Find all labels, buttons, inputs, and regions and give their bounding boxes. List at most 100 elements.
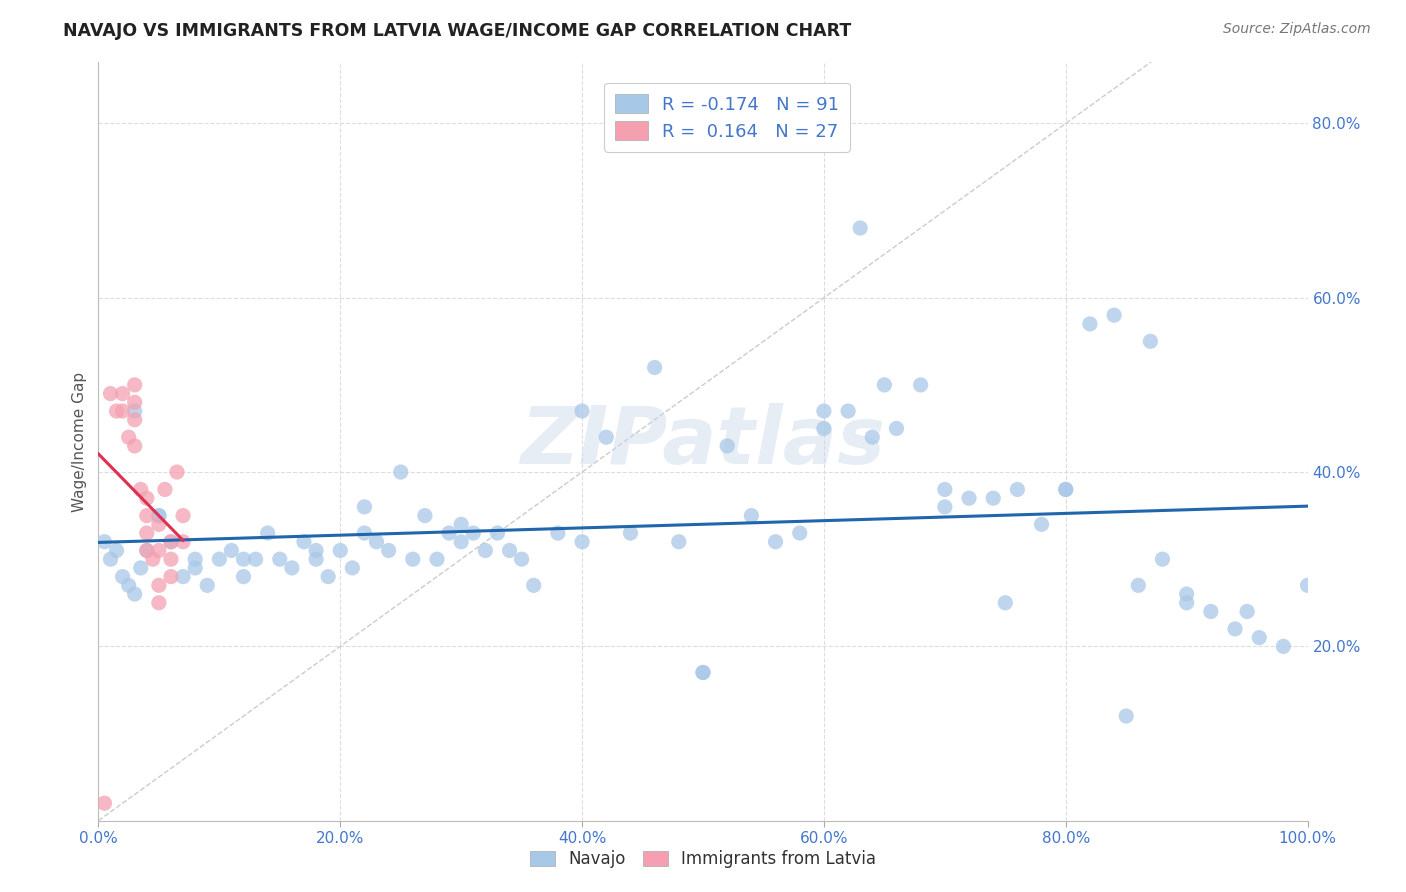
Point: [1115, 709, 1137, 723]
Point: [981, 491, 1004, 506]
Point: [160, 534, 183, 549]
Point: [124, 587, 146, 601]
Point: [402, 552, 425, 566]
Point: [450, 517, 472, 532]
Text: Source: ZipAtlas.com: Source: ZipAtlas.com: [1223, 22, 1371, 37]
Point: [1296, 578, 1319, 592]
Point: [1078, 317, 1101, 331]
Point: [232, 552, 254, 566]
Point: [129, 483, 152, 497]
Point: [160, 534, 183, 549]
Point: [523, 578, 546, 592]
Point: [111, 386, 134, 401]
Point: [148, 508, 170, 523]
Point: [129, 561, 152, 575]
Point: [148, 508, 170, 523]
Point: [353, 500, 375, 514]
Point: [100, 386, 122, 401]
Point: [148, 517, 170, 532]
Point: [221, 543, 243, 558]
Point: [1031, 517, 1053, 532]
Text: NAVAJO VS IMMIGRANTS FROM LATVIA WAGE/INCOME GAP CORRELATION CHART: NAVAJO VS IMMIGRANTS FROM LATVIA WAGE/IN…: [63, 22, 852, 40]
Point: [135, 543, 157, 558]
Point: [1007, 483, 1029, 497]
Point: [93, 534, 115, 549]
Point: [934, 500, 956, 514]
Point: [1175, 596, 1198, 610]
Point: [148, 596, 170, 610]
Point: [813, 421, 835, 435]
Point: [124, 413, 146, 427]
Point: [269, 552, 291, 566]
Point: [172, 508, 194, 523]
Point: [463, 526, 485, 541]
Point: [886, 421, 908, 435]
Point: [849, 221, 872, 235]
Point: [571, 404, 593, 418]
Point: [366, 534, 388, 549]
Point: [716, 439, 738, 453]
Point: [305, 552, 328, 566]
Point: [342, 561, 364, 575]
Point: [208, 552, 231, 566]
Point: [619, 526, 641, 541]
Point: [934, 483, 956, 497]
Point: [1054, 483, 1077, 497]
Point: [474, 543, 496, 558]
Point: [305, 543, 328, 558]
Point: [1054, 483, 1077, 497]
Point: [105, 404, 128, 418]
Point: [256, 526, 278, 541]
Point: [498, 543, 520, 558]
Legend: R = -0.174   N = 91, R =  0.164   N = 27: R = -0.174 N = 91, R = 0.164 N = 27: [605, 83, 851, 152]
Point: [668, 534, 690, 549]
Point: [837, 404, 859, 418]
Point: [195, 578, 218, 592]
Point: [124, 404, 146, 418]
Point: [142, 552, 165, 566]
Point: [118, 430, 141, 444]
Point: [316, 569, 339, 583]
Point: [1272, 640, 1295, 654]
Point: [160, 552, 183, 566]
Point: [124, 439, 146, 453]
Point: [740, 508, 762, 523]
Point: [124, 377, 146, 392]
Point: [153, 483, 176, 497]
Point: [1152, 552, 1174, 566]
Point: [172, 534, 194, 549]
Point: [1199, 605, 1222, 619]
Point: [1102, 308, 1125, 322]
Point: [957, 491, 980, 506]
Point: [353, 526, 375, 541]
Point: [281, 561, 304, 575]
Point: [245, 552, 267, 566]
Point: [692, 665, 714, 680]
Point: [595, 430, 617, 444]
Point: [389, 465, 412, 479]
Point: [135, 543, 157, 558]
Point: [910, 377, 932, 392]
Point: [1236, 605, 1258, 619]
Point: [789, 526, 811, 541]
Point: [160, 569, 183, 583]
Point: [486, 526, 509, 541]
Point: [135, 526, 157, 541]
Point: [437, 526, 460, 541]
Point: [510, 552, 533, 566]
Point: [166, 465, 188, 479]
Point: [873, 377, 896, 392]
Point: [292, 534, 315, 549]
Point: [860, 430, 883, 444]
Point: [105, 543, 128, 558]
Point: [184, 552, 207, 566]
Point: [994, 596, 1017, 610]
Point: [148, 578, 170, 592]
Point: [329, 543, 352, 558]
Point: [135, 491, 157, 506]
Y-axis label: Wage/Income Gap: Wage/Income Gap: [72, 371, 87, 512]
Point: [135, 508, 157, 523]
Point: [172, 569, 194, 583]
Point: [100, 552, 122, 566]
Point: [148, 543, 170, 558]
